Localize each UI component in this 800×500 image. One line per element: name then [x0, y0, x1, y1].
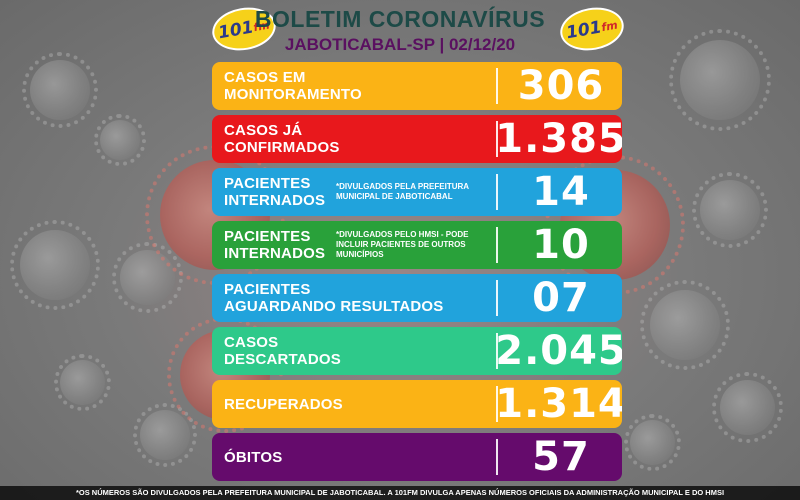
stat-value: 14 [532, 169, 590, 215]
divider [496, 333, 498, 369]
divider [496, 280, 498, 316]
stat-label-line1: CASOS [224, 334, 279, 351]
stat-note: *DIVULGADOS PELA PREFEITURA MUNICIPAL DE… [336, 182, 469, 201]
page-title: BOLETIM CORONAVÍRUS [254, 6, 546, 32]
stat-label-line2: CONFIRMADOS [224, 139, 340, 156]
stat-value: 1.314 [495, 381, 622, 427]
stat-value: 2.045 [495, 328, 622, 374]
divider [496, 68, 498, 104]
virus-decoration-icon [53, 353, 112, 412]
divider [496, 121, 498, 157]
stat-label-line1: CASOS EM [224, 69, 306, 86]
divider [496, 227, 498, 263]
stat-value: 07 [532, 275, 590, 321]
stat-label-line2: INTERNADOS [224, 192, 326, 209]
stat-row-descartados: CASOS DESCARTADOS 2.045 [212, 327, 622, 375]
stat-label-line2: DESCARTADOS [224, 351, 341, 368]
stat-label-line2: MONITORAMENTO [224, 86, 362, 103]
stat-row-monitoramento: CASOS EM MONITORAMENTO 306 [212, 62, 622, 110]
virus-decoration-icon [133, 403, 197, 467]
stat-value: 57 [532, 434, 590, 480]
virus-decoration-icon [21, 51, 99, 129]
virus-decoration-icon [94, 114, 146, 166]
stat-label-line1: CASOS JÁ [224, 122, 303, 139]
stat-value: 10 [532, 222, 590, 268]
stat-row-obitos: ÓBITOS 57 [212, 433, 622, 481]
stat-row-recuperados: RECUPERADOS 1.314 [212, 380, 622, 428]
stat-label-line1: RECUPERADOS [224, 395, 343, 413]
stat-label-line1: PACIENTES [224, 228, 311, 245]
stat-value: 306 [517, 63, 605, 109]
virus-decoration-icon [112, 242, 183, 313]
stat-label-line1: ÓBITOS [224, 448, 283, 466]
virus-decoration-icon [623, 413, 682, 472]
virus-decoration-icon [10, 220, 100, 310]
virus-decoration-icon [640, 280, 730, 370]
stat-label-line2: INTERNADOS [224, 245, 326, 262]
stat-value: 1.385 [495, 116, 622, 162]
virus-decoration-icon [712, 372, 783, 443]
logo-text: 101 [564, 17, 604, 44]
stat-label-line2: AGUARDANDO RESULTADOS [224, 298, 444, 315]
virus-decoration-icon [668, 28, 772, 132]
stat-note: *DIVULGADOS PELO HMSI - PODE INCLUIR PAC… [336, 230, 469, 259]
page-subtitle: JABOTICABAL-SP | 02/12/20 [284, 35, 516, 54]
logo-suffix: fm [600, 18, 619, 34]
stat-row-internados-prefeitura: PACIENTES INTERNADOS *DIVULGADOS PELA PR… [212, 168, 622, 216]
stat-label-line1: PACIENTES [224, 281, 311, 298]
header: 101 fm BOLETIM CORONAVÍRUS JABOTICABAL-SP… [0, 0, 800, 62]
stat-row-internados-hmsi: PACIENTES INTERNADOS *DIVULGADOS PELO HM… [212, 221, 622, 269]
virus-decoration-icon [691, 171, 769, 249]
stat-row-aguardando: PACIENTES AGUARDANDO RESULTADOS 07 [212, 274, 622, 322]
stat-label-line1: PACIENTES [224, 175, 311, 192]
divider [496, 386, 498, 422]
divider [496, 439, 498, 475]
footer-disclaimer: *OS NÚMEROS SÃO DIVULGADOS PELA PREFEITU… [0, 486, 800, 500]
divider [496, 174, 498, 210]
stat-row-confirmados: CASOS JÁ CONFIRMADOS 1.385 [212, 115, 622, 163]
